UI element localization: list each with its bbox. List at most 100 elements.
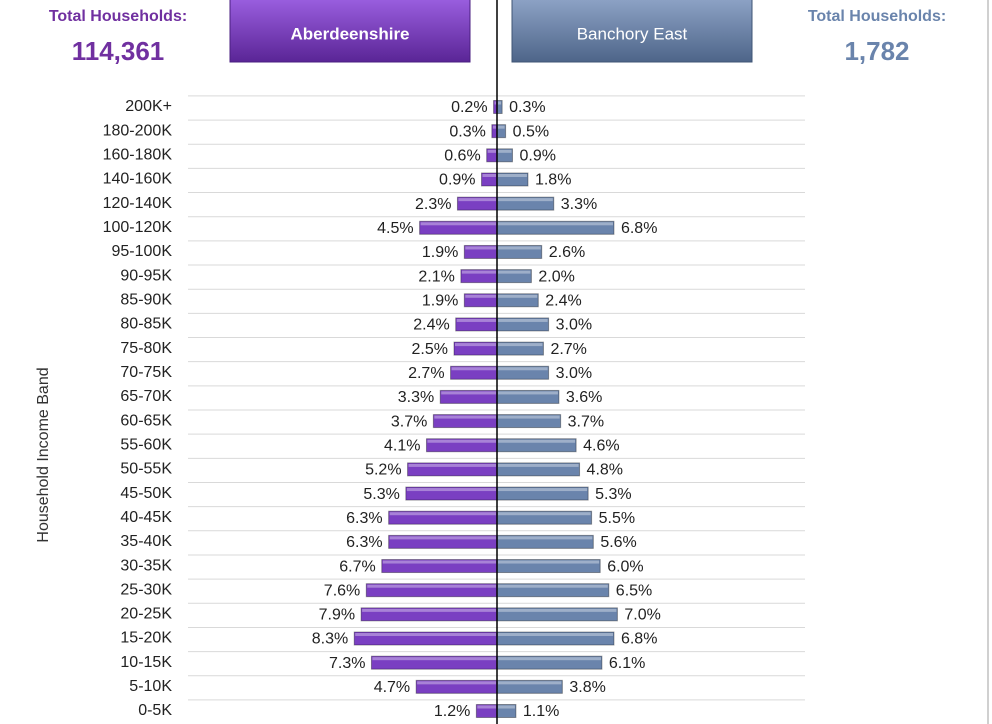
bar-highlight xyxy=(451,367,496,371)
bar-highlight xyxy=(498,439,576,443)
value-label: 3.0% xyxy=(556,365,592,382)
bar-highlight xyxy=(498,488,588,492)
value-label: 6.3% xyxy=(346,510,382,527)
category-label: 40-45K xyxy=(120,509,172,526)
bar-highlight xyxy=(498,101,502,105)
value-label: 3.7% xyxy=(391,413,427,430)
value-label: 4.1% xyxy=(384,437,420,454)
bar-highlight xyxy=(427,439,496,443)
category-label: 0-5K xyxy=(138,702,172,719)
value-label: 7.0% xyxy=(624,607,660,624)
bar-highlight xyxy=(498,657,601,661)
bar-highlight xyxy=(498,343,543,347)
category-label: 75-80K xyxy=(120,340,172,357)
bar-highlight xyxy=(498,367,548,371)
value-label: 5.3% xyxy=(363,486,399,503)
legend-box xyxy=(511,0,753,63)
value-label: 1.1% xyxy=(523,703,559,720)
value-label: 5.6% xyxy=(600,534,636,551)
category-label: 85-90K xyxy=(120,291,172,308)
legend-label: Banchory East xyxy=(577,24,688,43)
category-label: 140-160K xyxy=(103,171,173,188)
category-label: 200K+ xyxy=(125,98,172,115)
value-label: 0.5% xyxy=(513,123,549,140)
value-label: 7.3% xyxy=(329,655,365,672)
value-label: 4.5% xyxy=(377,220,413,237)
category-label: 60-65K xyxy=(120,412,172,429)
legend-box xyxy=(229,0,471,63)
value-label: 7.9% xyxy=(319,607,355,624)
value-label: 2.4% xyxy=(545,292,581,309)
bar-highlight xyxy=(498,536,593,540)
category-label: 80-85K xyxy=(120,316,172,333)
bar-highlight xyxy=(498,584,608,588)
value-label: 3.7% xyxy=(568,413,604,430)
value-label: 0.6% xyxy=(444,148,480,165)
bar-highlight xyxy=(498,681,562,685)
bar-highlight xyxy=(389,512,496,516)
category-label: 30-35K xyxy=(120,557,172,574)
bar-highlight xyxy=(465,246,496,250)
value-label: 6.8% xyxy=(621,220,657,237)
category-label: 180-200K xyxy=(103,122,173,139)
value-label: 3.0% xyxy=(556,317,592,334)
value-label: 2.7% xyxy=(550,341,586,358)
bar-highlight xyxy=(498,633,613,637)
category-label: 20-25K xyxy=(120,606,172,623)
category-label: 45-50K xyxy=(120,485,172,502)
category-label: 95-100K xyxy=(112,243,173,260)
bar-highlight xyxy=(389,536,496,540)
value-label: 2.3% xyxy=(415,196,451,213)
bar-highlight xyxy=(382,560,496,564)
bar-highlight xyxy=(441,391,496,395)
bar-highlight xyxy=(420,222,496,226)
bar-highlight xyxy=(477,705,496,709)
category-label: 120-140K xyxy=(103,195,173,212)
value-label: 4.7% xyxy=(374,679,410,696)
bar-highlight xyxy=(492,125,496,129)
bar-highlight xyxy=(498,608,617,612)
bar-highlight xyxy=(456,318,496,322)
value-label: 0.2% xyxy=(451,99,487,116)
value-label: 6.3% xyxy=(346,534,382,551)
bar-highlight xyxy=(458,198,496,202)
category-label: 55-60K xyxy=(120,436,172,453)
bar-highlight xyxy=(498,318,548,322)
bar-highlight xyxy=(461,270,496,274)
category-label: 160-180K xyxy=(103,147,173,164)
value-label: 7.6% xyxy=(324,582,360,599)
bar-highlight xyxy=(498,198,553,202)
bar-highlight xyxy=(455,343,496,347)
value-label: 1.9% xyxy=(422,292,458,309)
bar-highlight xyxy=(498,512,591,516)
category-label: 10-15K xyxy=(120,654,172,671)
left-total-label: Total Households: xyxy=(49,8,187,25)
value-label: 4.6% xyxy=(583,437,619,454)
bar-highlight xyxy=(367,584,496,588)
right-total-label: Total Households: xyxy=(808,8,946,25)
bar-highlight xyxy=(355,633,496,637)
value-label: 2.4% xyxy=(413,317,449,334)
value-label: 2.1% xyxy=(418,268,454,285)
plot-area: 200K+ 180-200K 160-180K 140-160K 120-140K 100… xyxy=(103,95,805,720)
bar-highlight xyxy=(498,705,515,709)
value-label: 5.5% xyxy=(599,510,635,527)
bar-highlight xyxy=(434,415,496,419)
value-label: 2.7% xyxy=(408,365,444,382)
value-label: 6.8% xyxy=(621,631,657,648)
value-label: 3.3% xyxy=(398,389,434,406)
value-label: 6.5% xyxy=(616,582,652,599)
category-label: 65-70K xyxy=(120,388,172,405)
bar-highlight xyxy=(482,173,496,177)
bar-highlight xyxy=(417,681,496,685)
bar-highlight xyxy=(498,246,541,250)
value-label: 1.9% xyxy=(422,244,458,261)
value-label: 3.8% xyxy=(569,679,605,696)
value-label: 3.6% xyxy=(566,389,602,406)
y-axis-label: Household Income Band xyxy=(35,367,52,542)
bar-highlight xyxy=(498,149,512,153)
left-total: 114,361 xyxy=(72,36,165,66)
value-label: 3.3% xyxy=(561,196,597,213)
bar-highlight xyxy=(498,222,613,226)
